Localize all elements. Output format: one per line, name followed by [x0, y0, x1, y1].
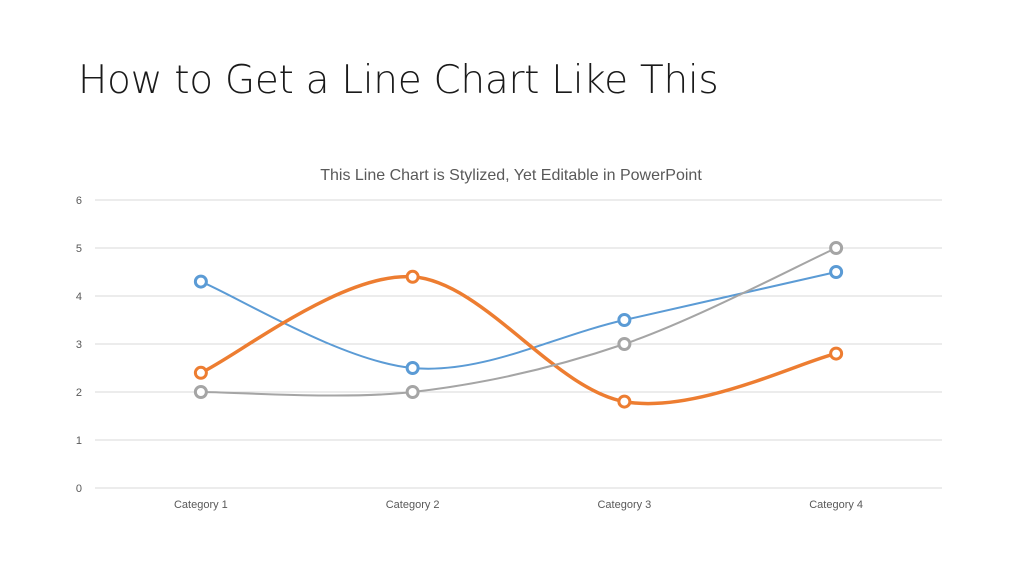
- x-tick-label: Category 3: [597, 499, 651, 511]
- series-2-marker: [405, 269, 420, 284]
- series-lines: [199, 247, 838, 406]
- series-2-marker: [829, 346, 844, 361]
- y-tick-label: 1: [76, 435, 82, 447]
- y-tick-label: 0: [76, 483, 82, 495]
- y-tick-label: 5: [76, 243, 82, 255]
- gridlines: [95, 199, 942, 489]
- y-axis-ticks: 0 1 2 3 4 5 6: [76, 195, 82, 495]
- series-3-marker: [193, 385, 208, 399]
- y-tick-label: 6: [76, 195, 82, 207]
- y-tick-label: 4: [76, 291, 82, 303]
- slide-title: How to Get a Line Chart Like This: [78, 58, 719, 103]
- series-markers: [193, 241, 844, 409]
- series-line-1: [199, 271, 838, 370]
- x-tick-label: Category 4: [809, 499, 863, 511]
- series-1-marker: [193, 274, 208, 289]
- series-3-marker: [405, 385, 420, 399]
- series-2-marker: [617, 394, 632, 409]
- series-line-2: [199, 275, 838, 406]
- series-1-marker: [829, 265, 844, 279]
- series-3-marker: [617, 337, 632, 351]
- x-tick-label: Category 2: [386, 499, 440, 511]
- x-axis-ticks: Category 1 Category 2 Category 3 Category 4: [174, 499, 863, 511]
- series-3-marker: [829, 241, 844, 255]
- series-2-marker: [193, 365, 208, 380]
- y-tick-label: 2: [76, 387, 82, 399]
- x-tick-label: Category 1: [174, 499, 228, 511]
- series-1-marker: [617, 313, 632, 327]
- series-line-3: [199, 247, 838, 397]
- series-1-marker: [405, 361, 420, 375]
- y-tick-label: 3: [76, 339, 82, 351]
- chart-title: This Line Chart is Stylized, Yet Editabl…: [320, 167, 702, 184]
